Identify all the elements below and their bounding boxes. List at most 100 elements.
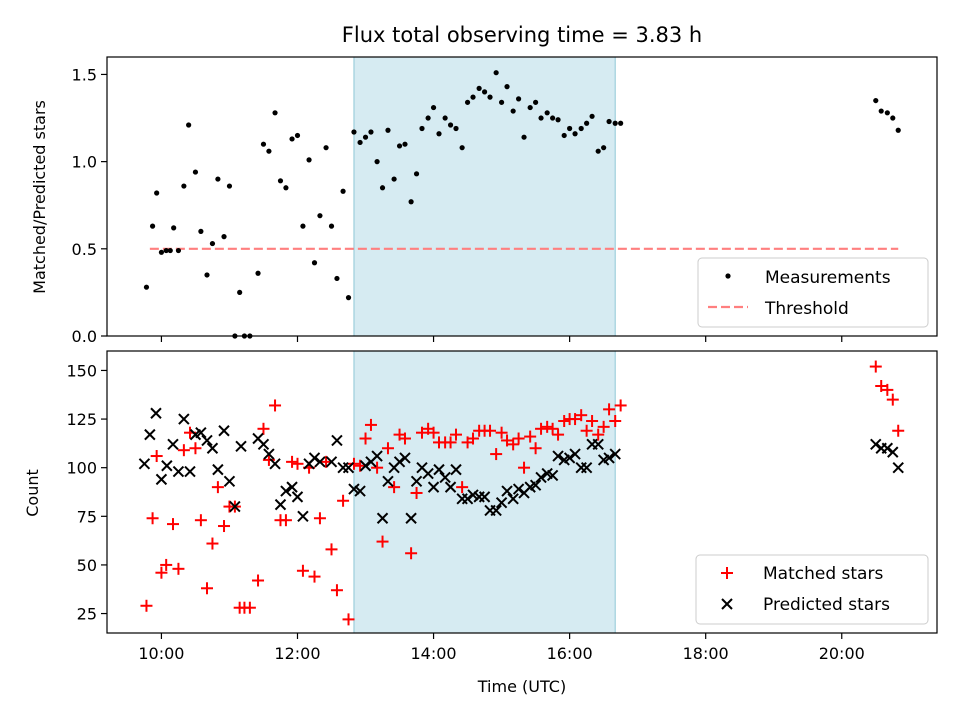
predicted-star-point xyxy=(592,438,604,451)
matched-star-point xyxy=(580,424,593,437)
predicted-star-point xyxy=(512,483,525,495)
matched-star-point xyxy=(484,424,497,437)
measurement-point xyxy=(300,223,306,229)
legend-marker-predicted xyxy=(721,598,733,610)
y-tick-label: 150 xyxy=(66,361,97,380)
matched-star-point xyxy=(558,415,571,428)
measurement-points xyxy=(143,70,901,339)
matched-star-point xyxy=(427,426,440,439)
predicted-star-point xyxy=(382,475,394,488)
matched-star-point xyxy=(875,380,888,393)
matched-star-point xyxy=(354,459,367,472)
predicted-star-point xyxy=(206,442,219,454)
measurement-point xyxy=(306,157,312,163)
predicted-star-point xyxy=(218,425,230,437)
measurement-point xyxy=(215,176,221,182)
measurement-point xyxy=(362,134,369,140)
matched-star-point xyxy=(325,543,338,556)
measurement-point xyxy=(340,188,346,194)
top-panel: 0.0 0.5 1.0 1.5 Matched/Predicted stars Mea… xyxy=(30,56,938,346)
y-tick-label: 75 xyxy=(77,507,97,526)
measurement-point xyxy=(884,110,890,116)
predicted-star-point xyxy=(291,491,304,503)
matched-star-point xyxy=(342,613,355,626)
predicted-star-point xyxy=(478,491,491,503)
predicted-star-point xyxy=(870,438,882,451)
measurement-point xyxy=(328,223,335,229)
predicted-star-point xyxy=(314,456,326,468)
predicted-star-point xyxy=(609,448,621,460)
matched-star-point xyxy=(320,455,333,468)
predicted-star-point xyxy=(212,463,224,476)
predicted-star-point xyxy=(286,481,298,493)
predicted-star-point xyxy=(501,485,513,497)
matched-star-point xyxy=(166,518,179,531)
matched-star-point xyxy=(415,426,428,439)
matched-star-point xyxy=(252,574,265,587)
matched-star-point xyxy=(347,457,360,470)
matched-star-point xyxy=(262,453,275,466)
matched-star-point xyxy=(541,420,554,433)
matched-star-point xyxy=(206,537,219,550)
matched-star-point xyxy=(886,393,899,406)
top-x-ticks xyxy=(160,336,843,342)
predicted-star-point xyxy=(150,407,162,419)
measurement-point xyxy=(515,96,522,102)
predicted-star-point xyxy=(337,461,349,474)
matched-star-point xyxy=(467,432,480,445)
measurement-point xyxy=(391,176,397,182)
predicted-star-point xyxy=(433,463,445,476)
measurement-point xyxy=(368,129,374,135)
matched-star-point xyxy=(507,438,520,451)
measurement-point xyxy=(385,127,391,133)
measurement-point xyxy=(584,120,590,126)
matched-star-point xyxy=(546,422,559,435)
predicted-star-point xyxy=(410,475,423,488)
measurement-point xyxy=(510,108,516,114)
matched-star-point xyxy=(296,564,309,577)
predicted-star-point xyxy=(529,479,542,491)
predicted-star-point xyxy=(138,458,151,470)
measurement-point xyxy=(567,125,573,132)
y-tick-label: 100 xyxy=(66,459,97,478)
x-tick-label: 14:00 xyxy=(411,644,457,663)
matched-star-point xyxy=(381,442,394,455)
predicted-star-point xyxy=(427,481,440,493)
matched-star-point xyxy=(603,403,616,416)
bottom-highlight-span xyxy=(353,350,616,634)
matched-star-point xyxy=(194,514,207,527)
measurement-point xyxy=(464,99,471,105)
matched-star-point xyxy=(398,432,411,445)
predicted-star-point xyxy=(495,496,508,509)
y-tick-label: 1.0 xyxy=(72,153,97,172)
measurement-point xyxy=(504,84,510,90)
measurement-point xyxy=(149,223,156,229)
y-tick-label: 125 xyxy=(66,410,97,429)
measurement-point xyxy=(345,295,352,301)
measurement-point xyxy=(550,115,556,121)
measurement-point xyxy=(476,85,482,91)
predicted-star-point xyxy=(235,440,247,453)
measurement-point xyxy=(181,183,187,189)
matched-star-point xyxy=(359,432,372,445)
matched-star-point xyxy=(376,535,389,548)
predicted-star-point xyxy=(342,461,355,474)
predicted-star-point xyxy=(257,438,270,451)
predicted-star-point xyxy=(167,438,179,451)
measurement-point xyxy=(163,247,169,254)
predicted-star-point xyxy=(371,450,383,462)
measurement-point xyxy=(618,120,624,126)
measurement-point xyxy=(192,169,199,175)
predicted-star-point xyxy=(393,456,406,468)
measurement-point xyxy=(260,141,267,147)
matched-star-point xyxy=(869,360,882,373)
measurement-point xyxy=(413,171,420,177)
measurement-point xyxy=(527,104,533,111)
measurement-point xyxy=(143,284,150,290)
bottom-y-axis-label: Count xyxy=(23,469,42,517)
matched-star-point xyxy=(450,428,463,441)
measurement-point xyxy=(334,275,340,282)
predicted-star-point xyxy=(308,452,321,464)
matched-star-point xyxy=(337,494,350,507)
matched-star-point xyxy=(146,512,159,525)
